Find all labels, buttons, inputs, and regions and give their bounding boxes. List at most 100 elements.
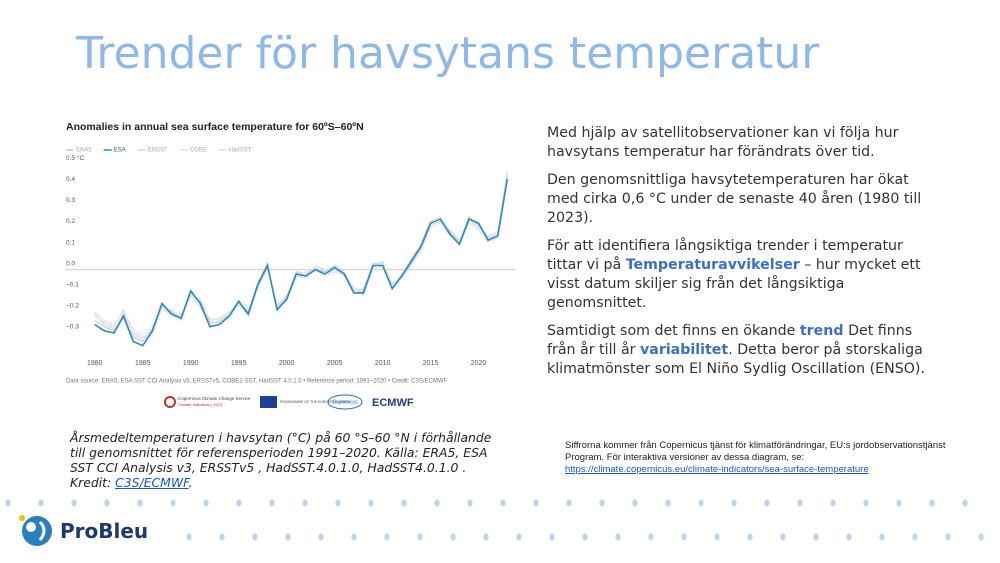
legend-label: HadSST [229, 148, 252, 154]
y-tick-label: −0.2 [66, 303, 79, 310]
decor-dot [335, 499, 341, 507]
caption: Årsmedeltemperaturen i havsytan (°C) på … [70, 430, 500, 490]
paragraph: Den genomsnittliga havsytetemperaturen h… [547, 172, 922, 226]
highlight: trend [799, 323, 844, 339]
brand-name: ProBleu [60, 519, 149, 543]
decor-dot [104, 499, 110, 507]
y-tick-label: −0.3 [66, 324, 79, 331]
footnote-link[interactable]: https://climate.copernicus.eu/climate-in… [565, 464, 869, 475]
decor-dot [780, 533, 786, 541]
decor-dot [5, 499, 11, 507]
decor-dot [764, 499, 770, 507]
y-tick-label: 0.1 [66, 239, 75, 246]
legend-label: ERA5 [76, 148, 92, 154]
decor-dot [665, 499, 671, 507]
x-tick-label: 1985 [135, 360, 151, 367]
brand-icon-dot [26, 522, 36, 532]
decor-dot [549, 533, 555, 541]
decor-dot [500, 499, 506, 507]
c3s-logo [164, 396, 176, 408]
decor-dot [863, 499, 869, 507]
decor-dot [285, 533, 291, 541]
brand-icon-wave [38, 520, 46, 541]
x-tick-label: 2020 [471, 360, 487, 367]
decor-dot [384, 533, 390, 541]
text: – hur mycket ett visst datum skiljer sig… [547, 257, 921, 311]
decor-dot [450, 533, 456, 541]
paragraph: Med hjälp av satellitobservationer kan v… [547, 125, 899, 160]
decor-dot [186, 533, 192, 541]
decor-dot [648, 533, 654, 541]
decor-dot [269, 499, 275, 507]
c3s-sub: Climate Indicators | 2023 [178, 402, 223, 407]
brand-icon [22, 516, 52, 546]
chart-source: Data source: ERA5, ESA SST CCI Analysis … [66, 379, 447, 385]
decor-dot [698, 499, 704, 507]
y-tick-label: 0.2 [66, 218, 75, 225]
chart-title: Anomalies in annual sea surface temperat… [66, 121, 364, 133]
decor-dot [797, 499, 803, 507]
text: För att identifiera långsiktiga trender … [547, 238, 903, 273]
decor-dot [533, 499, 539, 507]
highlight: Temperaturavvikelser [625, 257, 800, 273]
c3s-label: Copernicus Climate Change Service [178, 396, 251, 401]
decor-dot [71, 499, 77, 507]
caption-link[interactable]: C3S/ECMWF [115, 475, 189, 490]
decor-dot [252, 533, 258, 541]
legend-label: COBE [190, 148, 207, 154]
decor-dot [830, 499, 836, 507]
decor-dot [632, 499, 638, 507]
y-tick-label: 0.5 °C [66, 154, 84, 162]
footnote-text: Siffrorna kommer från Copernicus tjänst … [565, 440, 946, 463]
y-tick-label: 0.4 [66, 176, 75, 183]
decor-dot [318, 533, 324, 541]
text: Samtidigt som det finns en ökande [547, 323, 800, 339]
brand-logo [19, 515, 52, 546]
eu-flag [260, 396, 277, 408]
y-tick-label: 0.3 [66, 197, 75, 204]
decor-dot [731, 499, 737, 507]
legend-label: ESA [114, 148, 126, 154]
text: Det finns från år till år [547, 323, 913, 358]
copernicus-label: Copernicus [332, 399, 358, 405]
decor-dot [203, 499, 209, 507]
decor-dot [219, 533, 225, 541]
series-line [94, 170, 508, 340]
decor-dot [945, 533, 951, 541]
decor-dot [417, 533, 423, 541]
x-tick-label: 2015 [423, 360, 439, 367]
body-text: Med hjälp av satellitobservationer kan v… [547, 124, 937, 388]
decor-dot [599, 499, 605, 507]
decor-dot [846, 533, 852, 541]
decor-dot [566, 499, 572, 507]
series-line [94, 178, 509, 347]
series-line [94, 172, 508, 338]
decor-dot [483, 533, 489, 541]
slide-title: Trender för havsytans temperatur [76, 28, 820, 79]
decor-dot [38, 499, 44, 507]
decor-dot [714, 533, 720, 541]
logos: Copernicus Climate Change Service Climat… [164, 394, 414, 410]
y-tick-label: 0.0 [66, 260, 75, 267]
decor-dot [747, 533, 753, 541]
x-tick-label: 1995 [231, 360, 247, 367]
decor-dot [302, 499, 308, 507]
ecmwf-label: ECMWF [372, 397, 414, 409]
brand-star [19, 515, 25, 521]
legend-label: ERSST [148, 148, 168, 154]
y-tick-label: −0.1 [66, 282, 79, 289]
decor-dot [516, 533, 522, 541]
paragraph: Samtidigt som det finns en ökande trend … [547, 322, 937, 379]
decor-dot [912, 533, 918, 541]
eu-label: PROGRAMME OF THE EUROPEAN UNION [280, 400, 350, 404]
decor-dot [962, 499, 968, 507]
text: . Detta beror på storskaliga klimatmönst… [547, 342, 925, 377]
highlight: variabilitet [640, 342, 729, 358]
decor-dot [401, 499, 407, 507]
decor-dot [368, 499, 374, 507]
decor-dot [615, 533, 621, 541]
decor-dot [434, 499, 440, 507]
